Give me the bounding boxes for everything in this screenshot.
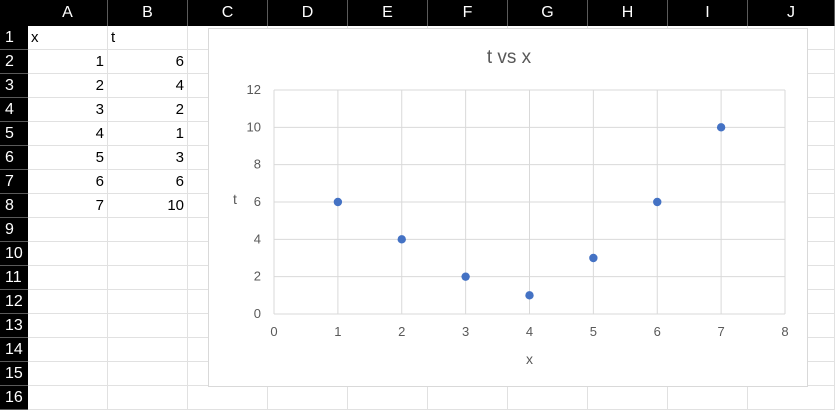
row-header-1[interactable]: 1 [0,26,28,50]
row-header-4[interactable]: 4 [0,98,28,122]
row-header-12[interactable]: 12 [0,290,28,314]
column-header-f[interactable]: F [428,0,508,26]
y-tick-label: 4 [254,231,261,246]
y-axis-label: t [233,191,237,207]
cell-b7[interactable]: 6 [108,170,188,194]
column-header-a[interactable]: A [28,0,108,26]
cell-b12[interactable] [108,290,188,314]
data-point [716,123,726,132]
y-tick-label: 2 [254,269,261,284]
data-point [589,253,598,263]
y-tick-label: 8 [254,157,261,172]
cell-a9[interactable] [28,218,108,242]
x-tick-label: 0 [270,324,277,339]
cell-d16[interactable] [268,386,348,410]
cell-b1[interactable]: t [108,26,188,50]
y-tick-label: 6 [254,194,261,209]
cell-a13[interactable] [28,314,108,338]
row-header-5[interactable]: 5 [0,122,28,146]
cell-a1[interactable]: x [28,26,108,50]
cell-h16[interactable] [588,386,668,410]
x-tick-label: 1 [334,324,341,339]
x-tick-label: 2 [398,324,405,339]
cell-a11[interactable] [28,266,108,290]
cell-b15[interactable] [108,362,188,386]
row-header-16[interactable]: 16 [0,386,28,410]
cell-g16[interactable] [508,386,588,410]
x-tick-label: 7 [718,324,725,339]
cell-a14[interactable] [28,338,108,362]
data-point [653,197,662,207]
cell-a15[interactable] [28,362,108,386]
column-header-d[interactable]: D [268,0,348,26]
x-tick-label: 4 [526,324,533,339]
data-point [525,291,534,300]
cell-b2[interactable]: 6 [108,50,188,74]
cell-b11[interactable] [108,266,188,290]
cell-j16[interactable] [748,386,835,410]
y-tick-label: 10 [247,119,261,134]
cell-b3[interactable]: 4 [108,74,188,98]
cell-a5[interactable]: 4 [28,122,108,146]
x-tick-label: 6 [654,324,661,339]
row-header-6[interactable]: 6 [0,146,28,170]
cell-b9[interactable] [108,218,188,242]
row-header-14[interactable]: 14 [0,338,28,362]
data-point [333,197,343,207]
cell-c16[interactable] [188,386,268,410]
cell-a10[interactable] [28,242,108,266]
cell-a16[interactable] [28,386,108,410]
row-header-15[interactable]: 15 [0,362,28,386]
chart-title: t vs x [487,47,532,68]
row-header-10[interactable]: 10 [0,242,28,266]
column-header-g[interactable]: G [508,0,588,26]
column-header-b[interactable]: B [108,0,188,26]
cell-f16[interactable] [428,386,508,410]
row-header-13[interactable]: 13 [0,314,28,338]
column-header-c[interactable]: C [188,0,268,26]
cell-b16[interactable] [108,386,188,410]
column-header-e[interactable]: E [348,0,428,26]
cell-a3[interactable]: 2 [28,74,108,98]
data-point [461,272,470,281]
x-axis-label: x [526,351,533,367]
cell-a6[interactable]: 5 [28,146,108,170]
cell-b6[interactable]: 3 [108,146,188,170]
cell-b5[interactable]: 1 [108,122,188,146]
cell-b10[interactable] [108,242,188,266]
cell-a12[interactable] [28,290,108,314]
x-tick-label: 5 [590,324,597,339]
column-header-j[interactable]: J [748,0,835,26]
cell-b4[interactable]: 2 [108,98,188,122]
cell-a8[interactable]: 7 [28,194,108,218]
row-header-8[interactable]: 8 [0,194,28,218]
column-header-i[interactable]: I [668,0,748,26]
cell-e16[interactable] [348,386,428,410]
y-tick-label: 12 [247,82,261,97]
cell-i16[interactable] [668,386,748,410]
cell-b14[interactable] [108,338,188,362]
row-header-9[interactable]: 9 [0,218,28,242]
row-header-3[interactable]: 3 [0,74,28,98]
cell-a7[interactable]: 6 [28,170,108,194]
row-header-2[interactable]: 2 [0,50,28,74]
cell-a2[interactable]: 1 [28,50,108,74]
cell-b13[interactable] [108,314,188,338]
row-header-11[interactable]: 11 [0,266,28,290]
cell-a4[interactable]: 3 [28,98,108,122]
x-tick-label: 8 [781,324,788,339]
column-header-h[interactable]: H [588,0,668,26]
y-tick-label: 0 [254,306,261,321]
select-all-corner[interactable] [0,0,28,26]
x-tick-label: 3 [462,324,469,339]
cell-b8[interactable]: 10 [108,194,188,218]
row-header-7[interactable]: 7 [0,170,28,194]
data-point [397,235,406,244]
